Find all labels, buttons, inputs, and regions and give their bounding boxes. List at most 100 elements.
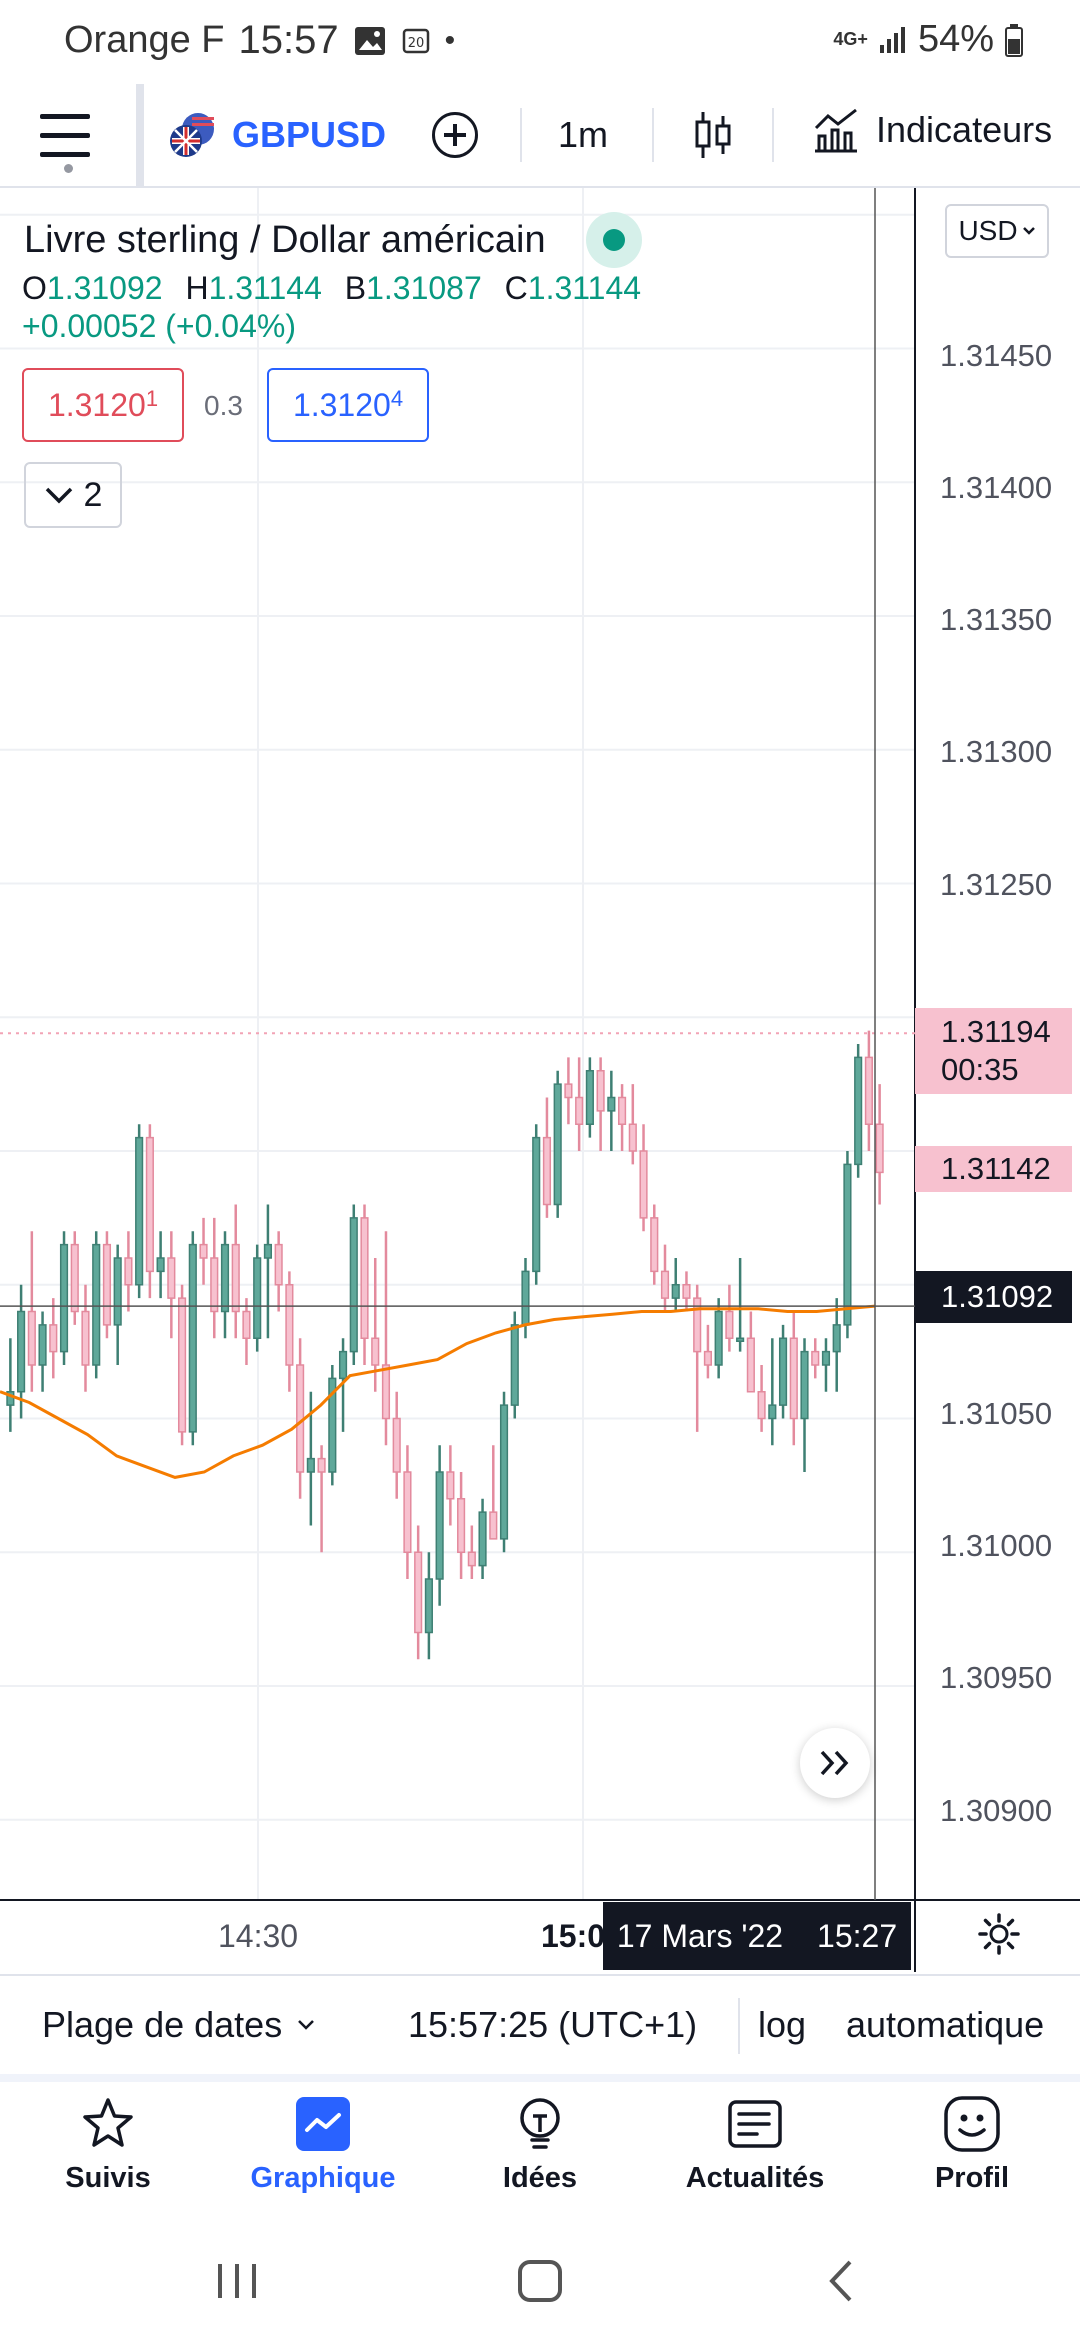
open-value: 1.31092 bbox=[46, 270, 163, 306]
candle-body bbox=[306, 1457, 315, 1473]
candle-body bbox=[199, 1243, 208, 1259]
candle-body bbox=[800, 1350, 809, 1420]
candle-body bbox=[371, 1337, 380, 1366]
currency-selector[interactable]: USD bbox=[945, 204, 1049, 258]
recent-apps-icon[interactable] bbox=[214, 2260, 260, 2302]
price-chart[interactable] bbox=[0, 188, 1080, 1972]
symbol-name: GBPUSD bbox=[232, 114, 387, 155]
nav-item-watchlist[interactable]: Suivis bbox=[8, 2094, 208, 2214]
candle-body bbox=[693, 1297, 702, 1353]
compare-add-button[interactable] bbox=[432, 112, 478, 158]
buy-price: 1.3120 bbox=[292, 386, 391, 423]
candle-body bbox=[338, 1350, 348, 1380]
ask-tag-price: 1.31194 bbox=[941, 1014, 1051, 1049]
auto-scale-toggle[interactable]: automatique bbox=[846, 2004, 1045, 2045]
symbol-selector[interactable]: GBPUSD bbox=[168, 106, 386, 164]
candle-body bbox=[467, 1551, 476, 1567]
price-axis-label: 1.31300 bbox=[940, 734, 1053, 769]
candle-body bbox=[564, 1083, 573, 1099]
toolbar-divider bbox=[520, 108, 522, 162]
menu-button[interactable] bbox=[40, 114, 90, 158]
candle-body bbox=[70, 1243, 79, 1313]
candle-body bbox=[92, 1243, 101, 1366]
candle-body bbox=[821, 1350, 831, 1366]
indicators-button[interactable]: Indicateurs bbox=[812, 106, 1052, 154]
candle-body bbox=[285, 1284, 294, 1366]
info-bar-divider bbox=[738, 1998, 740, 2054]
signal-icon bbox=[879, 26, 905, 53]
time-axis-label: 14:30 bbox=[218, 1918, 299, 1954]
candle-body bbox=[156, 1257, 165, 1273]
crosshair-price-tag: 1.31092 bbox=[915, 1271, 1072, 1323]
low-value: 1.31087 bbox=[366, 270, 482, 306]
candle-body bbox=[854, 1056, 863, 1166]
timezone-clock[interactable]: 15:57:25 (UTC+1) bbox=[408, 2004, 698, 2045]
interval-selector[interactable]: 1m bbox=[558, 114, 609, 155]
candle-body bbox=[832, 1324, 841, 1353]
nav-item-ideas[interactable]: Idées bbox=[440, 2094, 640, 2214]
price-axis-label: 1.31250 bbox=[940, 867, 1053, 902]
ohlc-values: O1.31092 H1.31144 B1.31087 C1.31144 bbox=[22, 270, 641, 307]
back-icon[interactable] bbox=[822, 2258, 858, 2304]
candle-body bbox=[124, 1257, 133, 1286]
nav-label: Actualités bbox=[685, 2162, 825, 2194]
candle-body bbox=[864, 1056, 873, 1125]
nav-item-profile[interactable]: Profil bbox=[872, 2094, 1072, 2214]
chevron-down-icon bbox=[298, 2020, 315, 2030]
nav-label: Idées bbox=[502, 2162, 578, 2194]
candle-body bbox=[639, 1150, 648, 1219]
candle-body bbox=[660, 1270, 670, 1299]
buy-button[interactable]: 1.3120 4 bbox=[267, 368, 429, 442]
indicators-icon bbox=[814, 108, 857, 153]
candle-body bbox=[650, 1217, 659, 1273]
candle-body bbox=[49, 1324, 58, 1353]
candle-body bbox=[38, 1324, 47, 1366]
carrier-name: Orange F bbox=[64, 19, 225, 61]
notification-icon: 20 bbox=[402, 28, 429, 53]
chart-icon bbox=[296, 2097, 350, 2151]
candle-body bbox=[6, 1391, 15, 1406]
candle-body bbox=[102, 1243, 112, 1326]
candle-body bbox=[575, 1096, 584, 1125]
nav-label: Suivis bbox=[65, 2162, 151, 2194]
date-range-button[interactable]: Plage de dates bbox=[42, 2004, 316, 2046]
candle-body bbox=[188, 1243, 197, 1433]
candle-body bbox=[17, 1310, 26, 1393]
smiley-icon bbox=[944, 2096, 1000, 2152]
price-axis-label: 1.31050 bbox=[940, 1396, 1053, 1431]
candle-body bbox=[532, 1136, 541, 1273]
candle-body bbox=[628, 1123, 637, 1152]
collapse-indicators-button[interactable]: 2 bbox=[24, 462, 122, 528]
candle-body bbox=[414, 1551, 423, 1634]
candle-body bbox=[220, 1243, 230, 1313]
symbol-full-name: Livre sterling / Dollar américain bbox=[24, 218, 546, 261]
candle-body bbox=[231, 1243, 240, 1313]
sell-button[interactable]: 1.3120 1 bbox=[22, 368, 184, 442]
candle-body bbox=[542, 1136, 552, 1206]
candles-chart-type-icon[interactable] bbox=[693, 108, 733, 162]
double-chevron-right-icon bbox=[820, 1750, 849, 1776]
chart-toolbar: GBPUSD 1m Indicateurs bbox=[0, 84, 1080, 188]
candle-body bbox=[145, 1136, 154, 1273]
candle-body bbox=[59, 1243, 69, 1353]
nav-item-news[interactable]: Actualités bbox=[655, 2094, 855, 2214]
chart-settings-icon[interactable] bbox=[977, 1912, 1021, 1956]
home-icon[interactable] bbox=[516, 2258, 564, 2304]
chart-area[interactable]: Livre sterling / Dollar américain O1.310… bbox=[0, 188, 1080, 1972]
nav-label: Profil bbox=[934, 2162, 1010, 2194]
price-axis-label: 1.30900 bbox=[940, 1793, 1053, 1828]
indicators-label: Indicateurs bbox=[876, 109, 1053, 150]
candle-body bbox=[778, 1337, 788, 1406]
price-axis-label: 1.31000 bbox=[940, 1528, 1053, 1563]
nav-label: Graphique bbox=[250, 2162, 396, 2194]
status-time: 15:57 bbox=[238, 18, 339, 62]
log-scale-toggle[interactable]: log bbox=[758, 2004, 807, 2045]
nav-item-chart[interactable]: Graphique bbox=[223, 2094, 423, 2214]
candle-body bbox=[521, 1270, 530, 1326]
moving-average-line bbox=[0, 1304, 876, 1479]
last-price-tag: 1.31142 bbox=[915, 1146, 1072, 1192]
price-axis-label: 1.30950 bbox=[940, 1660, 1053, 1695]
price-axis-label: 1.31400 bbox=[940, 470, 1053, 505]
battery-percent: 54% bbox=[917, 18, 994, 60]
scroll-to-realtime-button[interactable] bbox=[800, 1728, 870, 1798]
